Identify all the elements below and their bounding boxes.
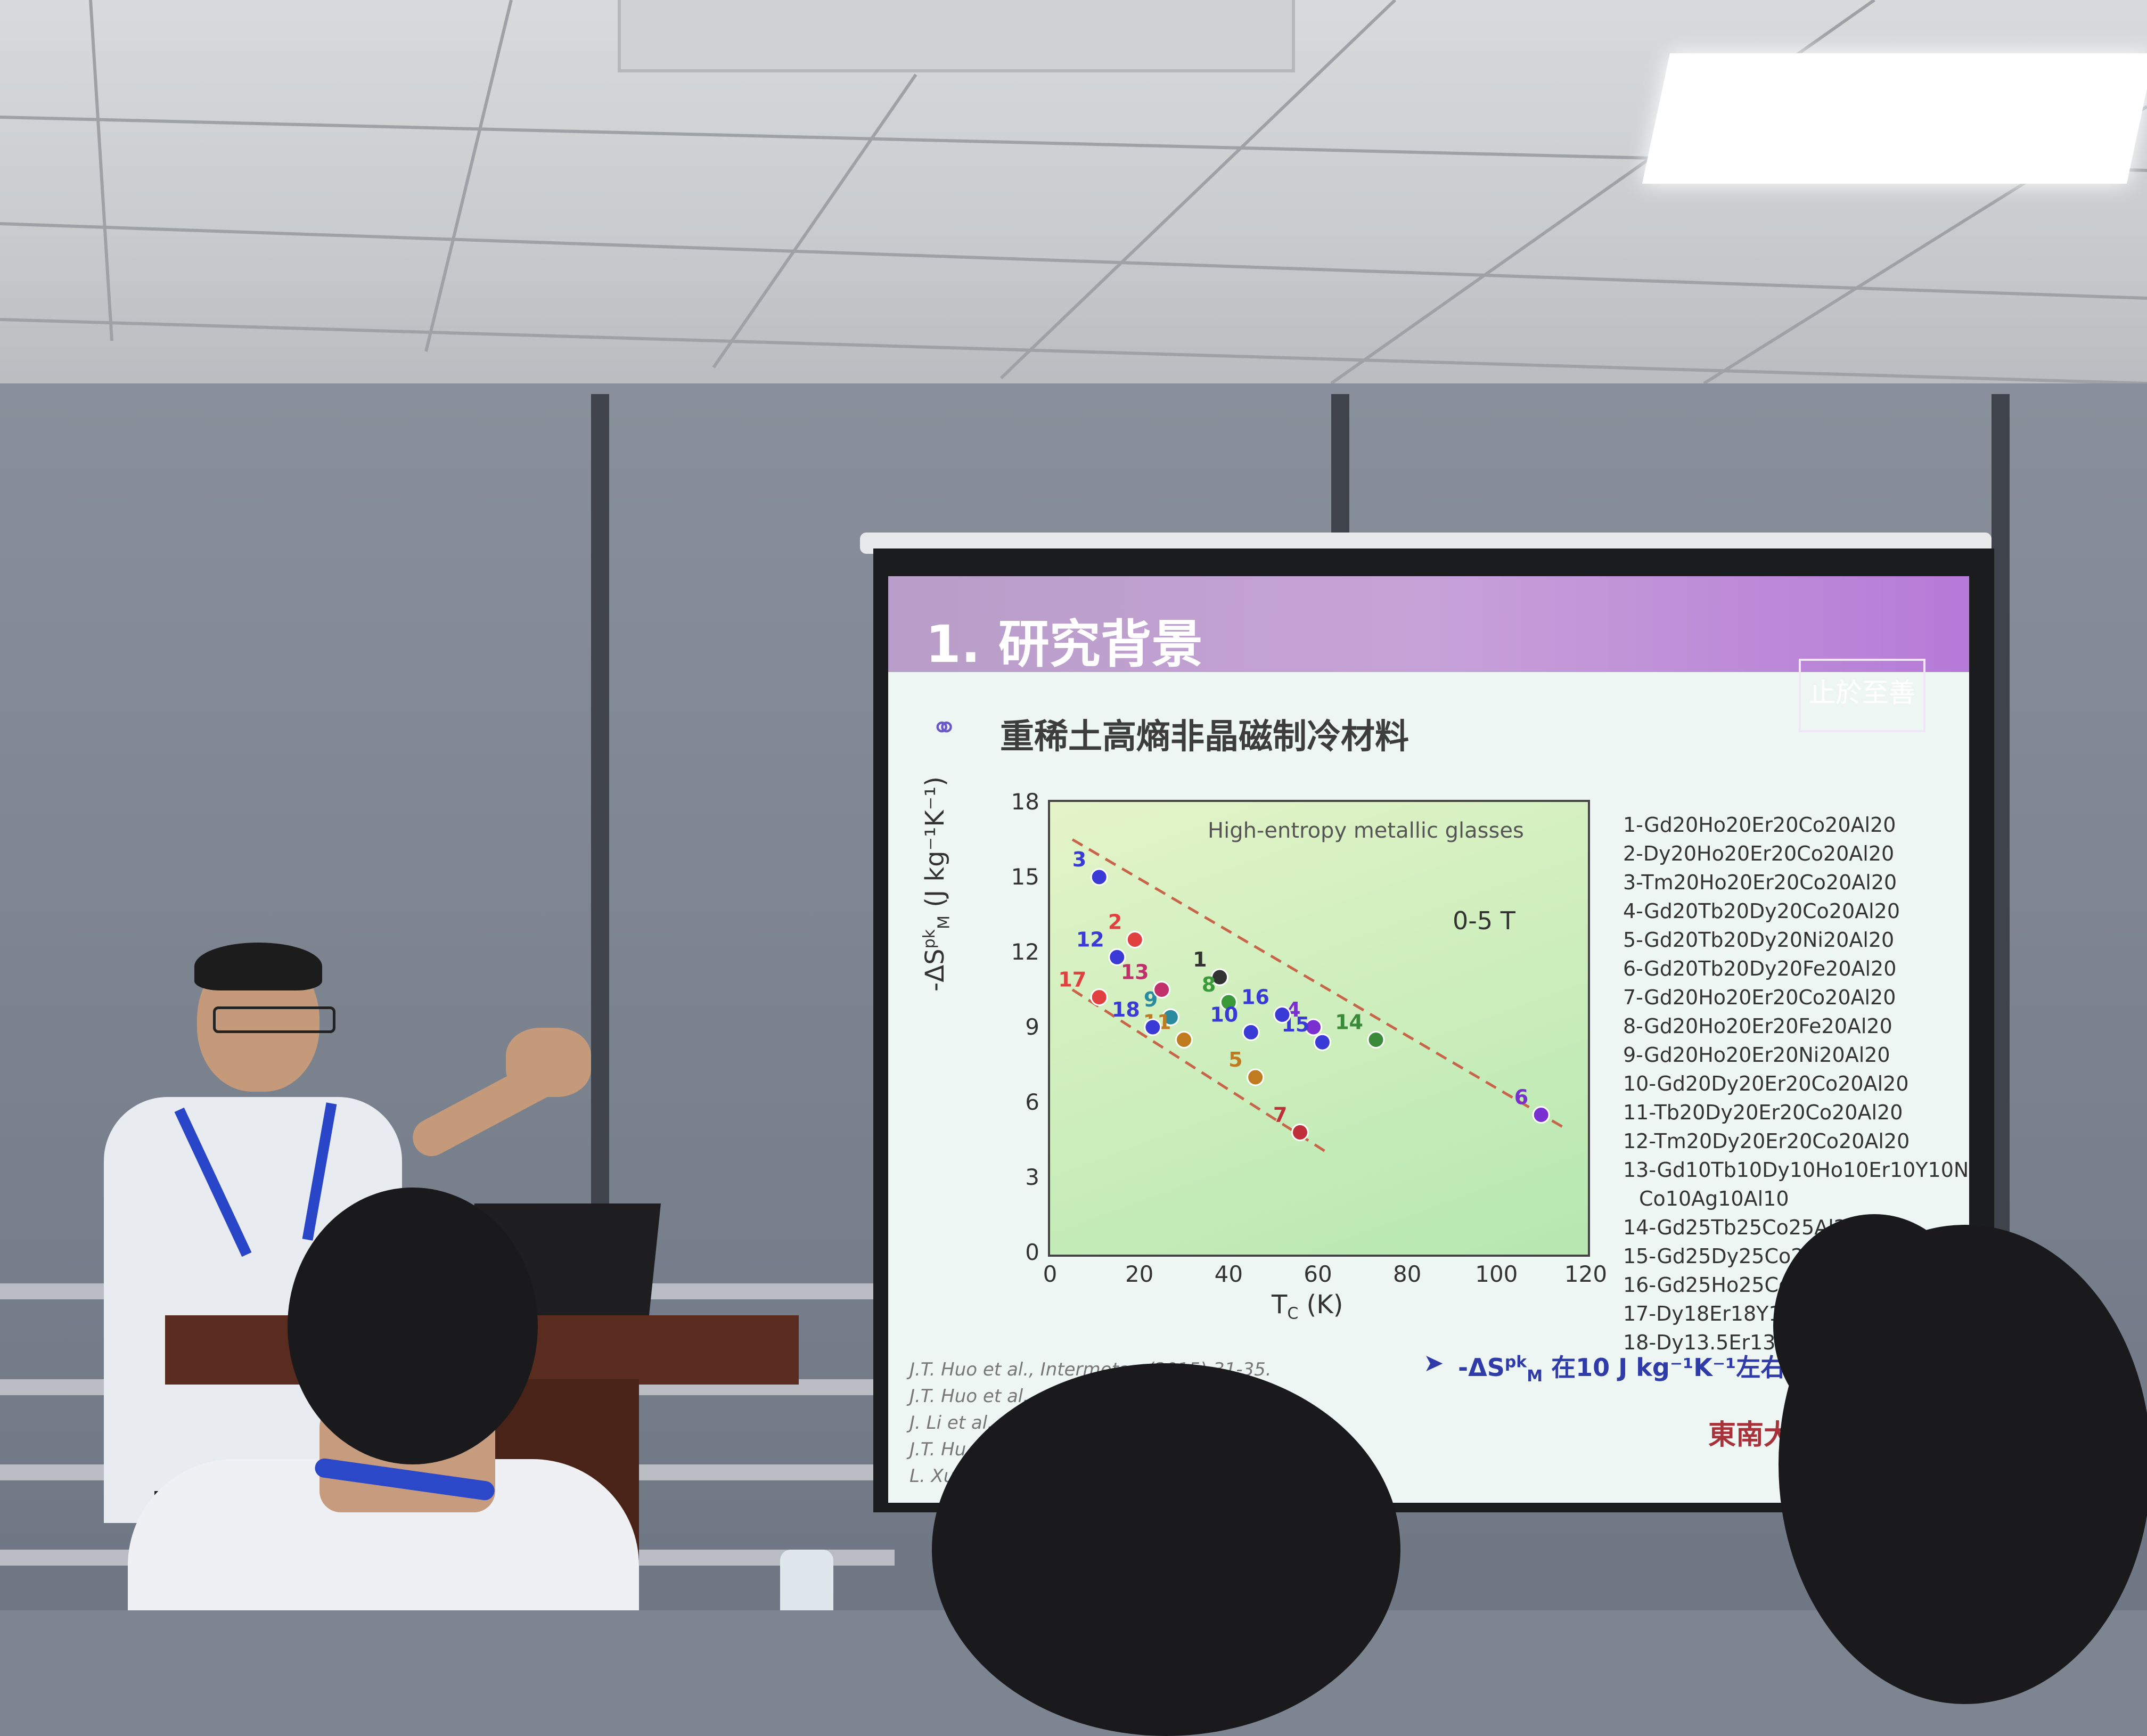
x-tick-label: 0: [1043, 1261, 1058, 1287]
point-label: 2: [1108, 911, 1122, 934]
x-tick-label: 100: [1475, 1261, 1518, 1287]
point-label: 14: [1335, 1011, 1363, 1034]
legend-item: 10-Gd20Dy20Er20Co20Al20: [1623, 1072, 1909, 1095]
point-label: 7: [1273, 1103, 1287, 1126]
data-point: [1247, 1068, 1265, 1086]
data-point: [1126, 931, 1144, 948]
data-point: [1108, 948, 1126, 966]
slide-subtitle: 重稀土高熵非晶磁制冷材料: [1000, 717, 1409, 757]
data-point: [1273, 1006, 1291, 1023]
wall-pillar: [591, 394, 609, 1353]
y-tick-label: 9: [1025, 1014, 1039, 1040]
x-tick-label: 20: [1125, 1261, 1153, 1287]
x-tick-label: 40: [1215, 1261, 1243, 1287]
y-tick-label: 0: [1025, 1239, 1039, 1265]
data-point: [1367, 1031, 1385, 1049]
legend-item: 13-Gd10Tb10Dy10Ho10Er10Y10Ni10: [1623, 1158, 1969, 1182]
water-bottle: [780, 1550, 833, 1610]
y-tick-label: 15: [1011, 864, 1039, 890]
data-point: [1090, 868, 1108, 886]
y-tick-label: 18: [1011, 789, 1039, 815]
point-label: 6: [1514, 1086, 1528, 1109]
presenter-glasses: [213, 1006, 335, 1033]
footnote: -ΔSpkM 在10 J kg⁻¹K⁻¹左右: [1458, 1353, 1785, 1386]
data-point: [1291, 1123, 1309, 1141]
data-point: [1153, 981, 1171, 998]
point-label: 17: [1058, 968, 1086, 992]
point-label: 13: [1121, 961, 1149, 984]
legend-item: 2-Dy20Ho20Er20Co20Al20: [1623, 842, 1895, 865]
ceiling-grid: [0, 0, 2147, 383]
footnote-arrow-icon: ➤: [1423, 1348, 1444, 1377]
legend-item: 5-Gd20Tb20Dy20Ni20Al20: [1623, 928, 1895, 952]
point-label: 18: [1112, 998, 1140, 1021]
presenter-hair: [194, 943, 322, 990]
audience-head: [932, 1363, 1400, 1736]
university-logo: 止於至善: [1799, 659, 1925, 732]
legend-item: 6-Gd20Tb20Dy20Fe20Al20: [1623, 957, 1897, 980]
y-tick-label: 6: [1025, 1089, 1039, 1115]
legend-item: 1-Gd20Ho20Er20Co20Al20: [1623, 813, 1896, 837]
x-axis-label: TC (K): [1272, 1290, 1343, 1323]
legend-item: 9-Gd20Ho20Er20Ni20Al20: [1623, 1043, 1890, 1067]
data-point: [1090, 988, 1108, 1006]
data-point: [1175, 1031, 1193, 1049]
data-point: [1532, 1106, 1550, 1124]
scatter-chart: 0204060801001200369121518123456789101112…: [1011, 789, 1608, 1287]
chart-title: High-entropy metallic glasses: [1208, 818, 1524, 843]
legend-item: 11-Tb20Dy20Er20Co20Al20: [1623, 1101, 1903, 1124]
data-point: [1144, 1018, 1162, 1036]
legend-item: Co10Ag10Al10: [1639, 1187, 1789, 1210]
x-tick-label: 60: [1304, 1261, 1332, 1287]
legend-item: 12-Tm20Dy20Er20Co20Al20: [1623, 1129, 1910, 1153]
air-conditioner-vent: [618, 0, 1295, 72]
data-point: [1161, 1008, 1179, 1026]
x-tick-label: 80: [1393, 1261, 1421, 1287]
point-label: 10: [1210, 1003, 1238, 1026]
legend-item: 3-Tm20Ho20Er20Co20Al20: [1623, 871, 1897, 894]
point-label: 5: [1228, 1048, 1242, 1071]
data-point: [1242, 1023, 1260, 1041]
point-label: 1: [1193, 948, 1207, 971]
link-icon: ⚭: [931, 709, 958, 747]
slide-title: 1. 研究背景: [925, 615, 1203, 674]
trend-line: [1071, 988, 1328, 1154]
data-point: [1305, 1018, 1323, 1036]
point-label: 3: [1072, 848, 1086, 871]
wall-pillar: [1992, 394, 2010, 1353]
y-axis-label: -ΔSpkM (J kg⁻¹K⁻¹): [920, 776, 954, 992]
slide-header: [888, 576, 1969, 672]
legend-item: 7-Gd20Ho20Er20Co20Al20: [1623, 986, 1896, 1009]
y-tick-label: 12: [1011, 939, 1039, 965]
ceiling-light: [1642, 53, 2147, 184]
legend-item: 8-Gd20Ho20Er20Fe20Al20: [1623, 1014, 1892, 1038]
data-point: [1211, 968, 1229, 986]
field-label: 0-5 T: [1453, 906, 1515, 935]
point-label: 8: [1202, 973, 1216, 996]
x-tick-label: 120: [1564, 1261, 1607, 1287]
y-tick-label: 3: [1025, 1164, 1039, 1190]
point-label: 12: [1076, 928, 1104, 951]
data-point: [1313, 1033, 1331, 1051]
presenter-hand: [506, 1028, 591, 1097]
data-point: [1219, 993, 1238, 1011]
audience-head: [1779, 1225, 2147, 1704]
point-label: 16: [1241, 986, 1269, 1009]
audience-head: [288, 1188, 538, 1464]
legend-item: 4-Gd20Tb20Dy20Co20Al20: [1623, 899, 1900, 923]
